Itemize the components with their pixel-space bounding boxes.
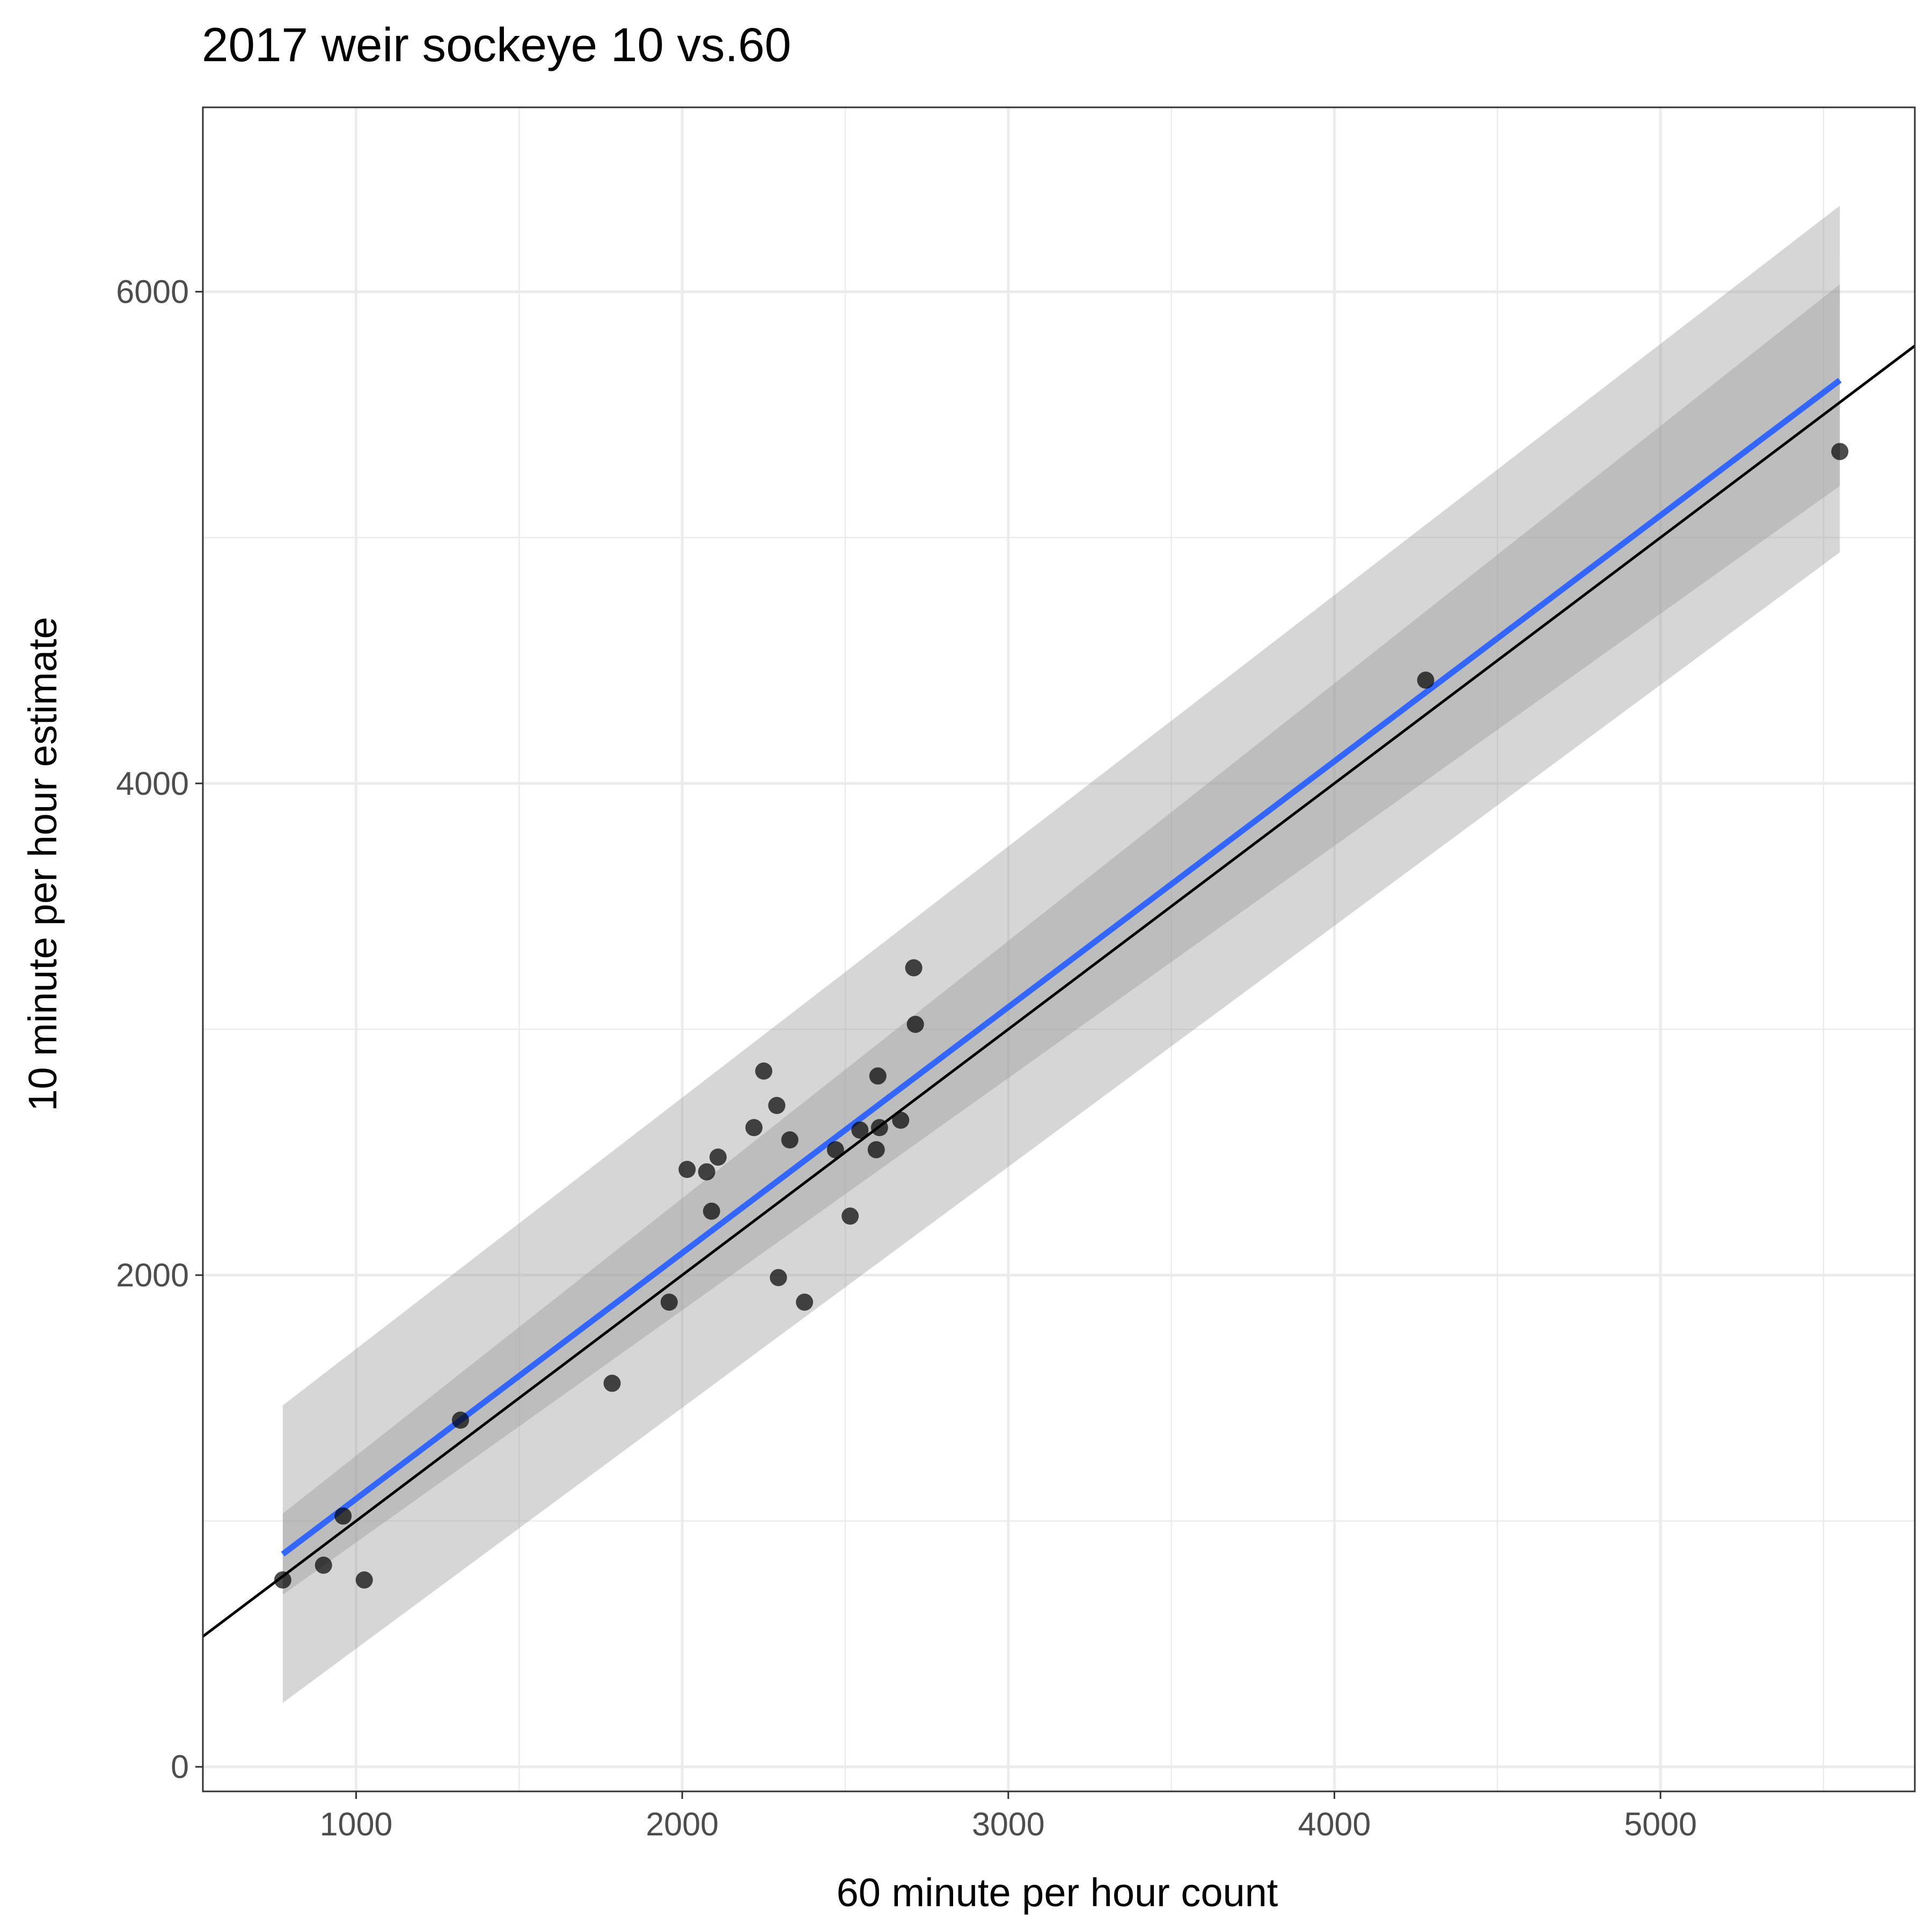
- data-point: [796, 1293, 814, 1311]
- data-point: [334, 1507, 352, 1525]
- data-point: [702, 1202, 720, 1220]
- data-points: [274, 443, 1849, 1589]
- y-tick-label: 2000: [116, 1257, 189, 1293]
- lines: [202, 345, 1916, 1638]
- x-tick-label: 5000: [1624, 1806, 1697, 1842]
- data-point: [870, 1119, 888, 1137]
- data-point: [698, 1163, 715, 1181]
- data-point: [841, 1208, 859, 1225]
- data-point: [770, 1269, 787, 1286]
- data-point: [355, 1571, 373, 1589]
- x-tick-label: 4000: [1298, 1806, 1371, 1842]
- y-tick-label: 0: [171, 1748, 189, 1785]
- data-point: [867, 1141, 885, 1159]
- panel-border: [202, 106, 1916, 1792]
- regression-line: [281, 378, 1842, 1557]
- data-point: [905, 959, 923, 977]
- confidence-ribbons: [282, 206, 1840, 1703]
- data-point: [906, 1015, 924, 1033]
- x-tick-label: 2000: [646, 1806, 719, 1842]
- y-axis-title: 10 minute per hour estimate: [20, 617, 65, 1111]
- data-point: [678, 1161, 696, 1179]
- data-point: [755, 1062, 773, 1080]
- data-point: [892, 1111, 910, 1129]
- x-axis-title: 60 minute per hour count: [837, 1870, 1278, 1915]
- x-tick-label: 3000: [972, 1806, 1045, 1842]
- data-point: [452, 1411, 470, 1429]
- data-point: [826, 1141, 844, 1159]
- chart-title: 2017 weir sockeye 10 vs.60: [202, 18, 791, 71]
- data-point: [660, 1293, 678, 1311]
- x-tick-label: 1000: [320, 1806, 393, 1842]
- data-point: [603, 1374, 621, 1392]
- grid: [203, 107, 1915, 1791]
- y-tick-label: 4000: [116, 765, 189, 802]
- y-tick-label: 6000: [116, 274, 189, 310]
- data-point: [745, 1119, 763, 1137]
- axes: 1000 2000 3000 4000 5000 0 2000 4000 6000: [116, 274, 1697, 1842]
- data-point: [869, 1067, 887, 1085]
- data-point: [274, 1571, 291, 1589]
- data-point: [768, 1096, 786, 1114]
- data-point: [851, 1121, 869, 1139]
- data-point: [781, 1131, 799, 1149]
- data-point: [1831, 443, 1849, 460]
- data-point: [1417, 671, 1435, 689]
- reference-line: [202, 345, 1916, 1638]
- confidence-band: [282, 284, 1840, 1595]
- confidence-band: [282, 206, 1840, 1703]
- data-point: [709, 1148, 727, 1166]
- data-point: [314, 1556, 332, 1574]
